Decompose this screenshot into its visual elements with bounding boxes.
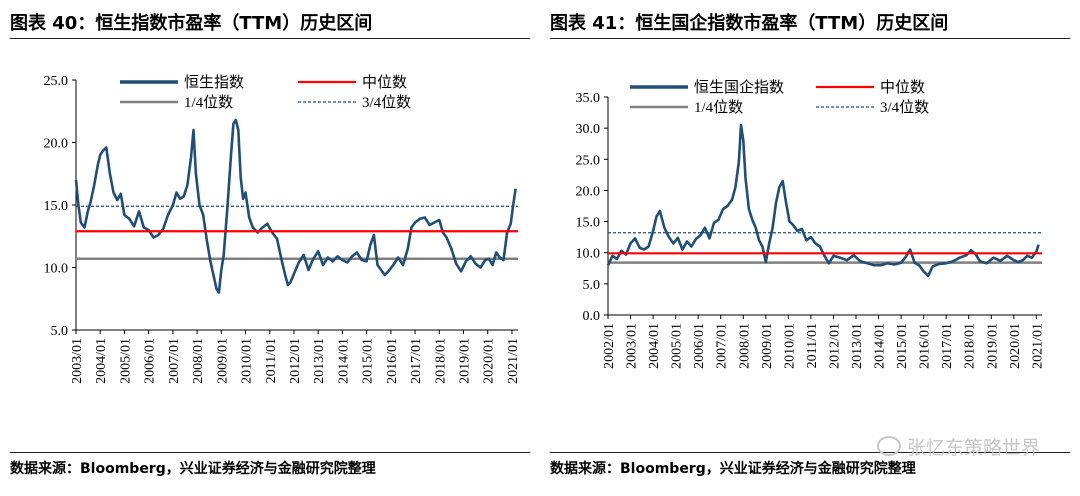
legend-q3-label: 3/4位数 bbox=[880, 99, 929, 116]
x-tick-label: 2017/01 bbox=[409, 338, 424, 384]
x-tick-label: 2018/01 bbox=[433, 338, 448, 384]
x-tick-label: 2005/01 bbox=[118, 338, 133, 384]
y-tick-label: 15.0 bbox=[44, 199, 69, 214]
x-tick-label: 2016/01 bbox=[918, 323, 933, 369]
y-tick-label: 30.0 bbox=[576, 122, 601, 137]
watermark-text: 张忆东策略世界 bbox=[906, 437, 1040, 459]
wechat-icon bbox=[876, 436, 901, 456]
x-tick-label: 2016/01 bbox=[385, 338, 400, 384]
pe-chart-hscei: 0.0 5.0 10.0 15.0 20.0 25.0 30.0 35.0 2002/01 200… bbox=[576, 78, 1046, 369]
x-tick-label: 2004/01 bbox=[94, 338, 109, 384]
x-tick-label: 2014/01 bbox=[873, 323, 888, 369]
x-tick-label: 2012/01 bbox=[288, 338, 303, 384]
x-tick-label: 2008/01 bbox=[737, 323, 752, 369]
x-tick-label: 2020/01 bbox=[1008, 323, 1023, 369]
x-tick-label: 2021/01 bbox=[506, 338, 521, 384]
x-tick-label: 2019/01 bbox=[458, 338, 473, 384]
x-tick-label: 2014/01 bbox=[336, 338, 351, 384]
y-tick-label: 10.0 bbox=[44, 262, 69, 277]
x-tick-label: 2020/01 bbox=[482, 338, 497, 384]
legend-median-label: 中位数 bbox=[880, 79, 925, 96]
y-tick-label: 0.0 bbox=[583, 309, 601, 324]
y-tick-label: 15.0 bbox=[576, 216, 601, 231]
legend-series-label: 恒生国企指数 bbox=[694, 78, 784, 96]
legend-series-label: 恒生指数 bbox=[184, 74, 244, 91]
x-tick-label: 2019/01 bbox=[985, 323, 1000, 369]
pe-chart-hsi: 5.0 10.0 15.0 20.0 25.0 2003/01 2004/01 2005/01… bbox=[44, 74, 521, 384]
x-tick-label: 2008/01 bbox=[191, 338, 206, 384]
x-tick-label: 2007/01 bbox=[715, 323, 730, 369]
chart-title: 图表 41：恒生国企指数市盈率（TTM）历史区间 bbox=[550, 13, 949, 34]
title-divider bbox=[550, 38, 1070, 39]
x-tick-label: 2017/01 bbox=[940, 323, 955, 369]
x-tick-label: 2007/01 bbox=[167, 338, 182, 384]
y-tick-label: 5.0 bbox=[51, 324, 69, 339]
x-tick-label: 2015/01 bbox=[361, 338, 376, 384]
x-tick-label: 2009/01 bbox=[760, 323, 775, 369]
watermark: 张忆东策略世界 bbox=[876, 433, 1040, 460]
y-tick-label: 25.0 bbox=[576, 153, 601, 168]
x-tick-label: 2002/01 bbox=[602, 323, 617, 369]
x-tick-label: 2009/01 bbox=[215, 338, 230, 384]
x-tick-label: 2013/01 bbox=[850, 323, 865, 369]
chart-title: 图表 40：恒生指数市盈率（TTM）历史区间 bbox=[10, 13, 373, 34]
y-tick-label: 5.0 bbox=[583, 278, 601, 293]
x-tick-label: 2021/01 bbox=[1030, 323, 1045, 369]
y-tick-label: 10.0 bbox=[576, 247, 601, 262]
y-tick-label: 20.0 bbox=[44, 137, 69, 152]
x-tick-label: 2015/01 bbox=[895, 323, 910, 369]
x-tick-label: 2011/01 bbox=[805, 323, 820, 368]
left-chart-panel: 图表 40：恒生指数市盈率（TTM）历史区间 5.0 10.0 15.0 20.0 25… bbox=[10, 0, 530, 496]
x-tick-label: 2004/01 bbox=[647, 323, 662, 369]
x-tick-label: 2006/01 bbox=[143, 338, 158, 384]
pe-series-line bbox=[74, 118, 517, 294]
right-chart-panel: 图表 41：恒生国企指数市盈率（TTM）历史区间 0.0 5.0 10.0 15.0 2… bbox=[550, 0, 1070, 496]
x-tick-label: 2010/01 bbox=[782, 323, 797, 369]
legend-q1-label: 1/4位数 bbox=[694, 99, 743, 116]
x-tick-label: 2003/01 bbox=[625, 323, 640, 369]
legend-q1-label: 1/4位数 bbox=[184, 94, 233, 111]
y-tick-label: 20.0 bbox=[576, 184, 601, 199]
x-tick-label: 2005/01 bbox=[670, 323, 685, 369]
source-note: 数据来源：Bloomberg，兴业证券经济与金融研究院整理 bbox=[10, 461, 376, 477]
source-divider bbox=[10, 452, 530, 453]
x-tick-label: 2010/01 bbox=[240, 338, 255, 384]
x-tick-label: 2006/01 bbox=[692, 323, 707, 369]
x-tick-label: 2012/01 bbox=[827, 323, 842, 369]
source-divider bbox=[550, 452, 1070, 453]
legend-q3-label: 3/4位数 bbox=[362, 94, 411, 111]
x-tick-label: 2011/01 bbox=[264, 338, 279, 383]
source-note: 数据来源：Bloomberg，兴业证券经济与金融研究院整理 bbox=[550, 461, 916, 477]
legend-median-label: 中位数 bbox=[362, 74, 407, 91]
x-tick-label: 2013/01 bbox=[312, 338, 327, 384]
pe-series-line bbox=[606, 123, 1040, 278]
x-tick-label: 2003/01 bbox=[70, 338, 85, 384]
x-tick-label: 2018/01 bbox=[963, 323, 978, 369]
y-tick-label: 25.0 bbox=[44, 74, 69, 89]
title-divider bbox=[10, 38, 530, 39]
y-tick-label: 35.0 bbox=[576, 91, 601, 106]
